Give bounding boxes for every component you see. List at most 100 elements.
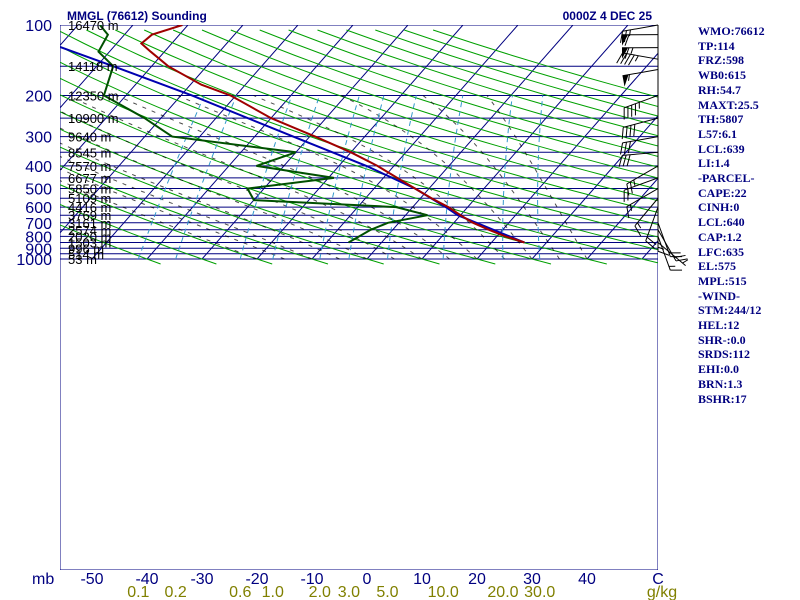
wind-barb-staff xyxy=(657,242,686,266)
mixing-ratio-line xyxy=(502,95,513,260)
wind-barb-flag xyxy=(627,141,631,154)
mixing-ratio-line xyxy=(537,95,544,260)
index-item: CINH:0 xyxy=(698,200,740,215)
height-label: 8545 m xyxy=(68,145,111,160)
wind-barb-flag xyxy=(646,236,657,246)
wind-barb-half-flag xyxy=(629,204,633,211)
wind-barb xyxy=(616,52,659,66)
wind-barb-staff xyxy=(626,188,659,208)
moist-adiabat-line xyxy=(67,94,423,260)
moist-adiabat-line xyxy=(116,94,450,260)
mixing-ratio-line xyxy=(175,95,237,260)
mixing-ratio-tick-label: 20.0 xyxy=(487,584,518,600)
temperature-tick-label: 40 xyxy=(578,571,596,588)
wind-barb-flag xyxy=(633,124,636,137)
isotherm-line xyxy=(586,177,658,260)
wind-barb-flag xyxy=(620,53,627,65)
mixing-ratio-line xyxy=(272,95,320,260)
isotherm-line xyxy=(60,25,189,172)
dry-adiabat-line xyxy=(60,128,440,265)
wind-barb xyxy=(621,117,659,140)
sounding-indices-list: WMO:76612 TP:114 FRZ:598 WB0:615 RH:54.7 MAXT… xyxy=(698,24,765,406)
wind-barb-flag xyxy=(616,52,623,64)
index-item: HEL:12 xyxy=(698,318,740,333)
temperature-unit-label: C xyxy=(652,571,664,588)
wind-barb-half-flag xyxy=(634,55,639,62)
moist-adiabat-line xyxy=(253,94,505,260)
wind-barb-staff xyxy=(622,136,659,144)
wind-barb-staff xyxy=(624,94,659,109)
height-label: 3769 m xyxy=(68,208,111,223)
index-item: RH:54.7 xyxy=(698,82,741,97)
height-label: 9640 m xyxy=(68,130,111,145)
wind-barb-flag xyxy=(675,258,688,262)
index-item: CAP:1.2 xyxy=(698,229,742,244)
temperature-tick-label: 10 xyxy=(413,571,431,588)
index-item: STM:244/12 xyxy=(698,303,762,318)
temperature-tick-label: 30 xyxy=(523,571,541,588)
dry-adiabat-line xyxy=(201,29,658,179)
wind-barb-staff xyxy=(634,197,659,227)
dewpoint-trace xyxy=(97,25,428,244)
temperature-tick-label: -20 xyxy=(245,571,268,588)
isotherm-line xyxy=(256,25,464,260)
height-label: 53 m xyxy=(68,252,97,267)
height-label: 3161 m xyxy=(68,216,111,231)
chart-time: 0000Z 4 DEC 25 xyxy=(563,9,653,23)
temperature-tick-label: -10 xyxy=(300,571,323,588)
temperature-trace xyxy=(139,25,525,244)
wind-barb-flag xyxy=(645,240,655,249)
index-item: BSHR:17 xyxy=(698,391,747,406)
dry-adiabat-line xyxy=(259,29,658,157)
index-item: BRN:1.3 xyxy=(698,376,743,391)
wind-barb-flag xyxy=(625,126,628,139)
moist-adiabat-line xyxy=(60,127,368,260)
wind-barb-staff xyxy=(623,117,659,128)
dry-adiabat-line xyxy=(60,30,658,238)
wind-barb-flag xyxy=(628,54,635,66)
moist-adiabat-line xyxy=(60,142,340,260)
wind-barb-flag xyxy=(624,54,631,65)
pressure-tick-label: 300 xyxy=(25,130,52,147)
wind-barb-flag xyxy=(624,34,630,46)
dry-adiabat-line xyxy=(346,29,658,127)
moist-adiabat-line xyxy=(60,168,285,260)
temperature-tick-label: -40 xyxy=(135,571,158,588)
pressure-tick-label: 100 xyxy=(25,18,52,35)
temperature-tick-label: -30 xyxy=(190,571,213,588)
mixing-ratio-tick-label: 2.0 xyxy=(309,584,331,600)
index-item: EL:575 xyxy=(698,259,737,274)
plot-frame xyxy=(60,25,658,570)
dry-adiabat-line xyxy=(317,29,658,137)
wind-barb-staff xyxy=(622,24,659,32)
dry-adiabat-line xyxy=(288,29,658,147)
wind-barb xyxy=(623,177,659,202)
mixing-ratio-tick-label: 0.6 xyxy=(229,584,251,600)
wind-barb-staff xyxy=(657,229,677,262)
wind-barb-flag xyxy=(621,127,624,140)
chart-title: MMGL (76612) Sounding xyxy=(67,9,207,23)
wind-barb xyxy=(645,206,659,249)
mixing-ratio-line xyxy=(348,95,385,260)
dry-adiabat-line xyxy=(230,29,658,168)
pressure-unit-label: mb xyxy=(32,571,54,588)
wind-barb-flag xyxy=(620,142,624,155)
index-item: MAXT:25.5 xyxy=(698,97,759,112)
moist-adiabat-line xyxy=(60,180,258,260)
isotherm-line xyxy=(91,25,299,260)
wind-barb-half-flag xyxy=(637,222,642,229)
height-label: 2020 m xyxy=(68,229,111,244)
temperature-tick-label: 0 xyxy=(363,571,372,588)
dry-adiabat-line xyxy=(60,184,273,265)
isotherm-line xyxy=(0,25,23,259)
height-label: 10900 m xyxy=(68,111,119,126)
index-item: L57:6.1 xyxy=(698,126,737,141)
dry-adiabat-line xyxy=(86,29,658,226)
mixing-ratio-unit-label: g/kg xyxy=(647,584,677,600)
wind-barb xyxy=(621,47,659,59)
index-item: LCL:639 xyxy=(698,141,745,156)
dry-adiabat-line xyxy=(60,94,552,265)
mixing-ratio-line xyxy=(137,95,205,260)
wind-barb-half-flag xyxy=(682,259,689,264)
